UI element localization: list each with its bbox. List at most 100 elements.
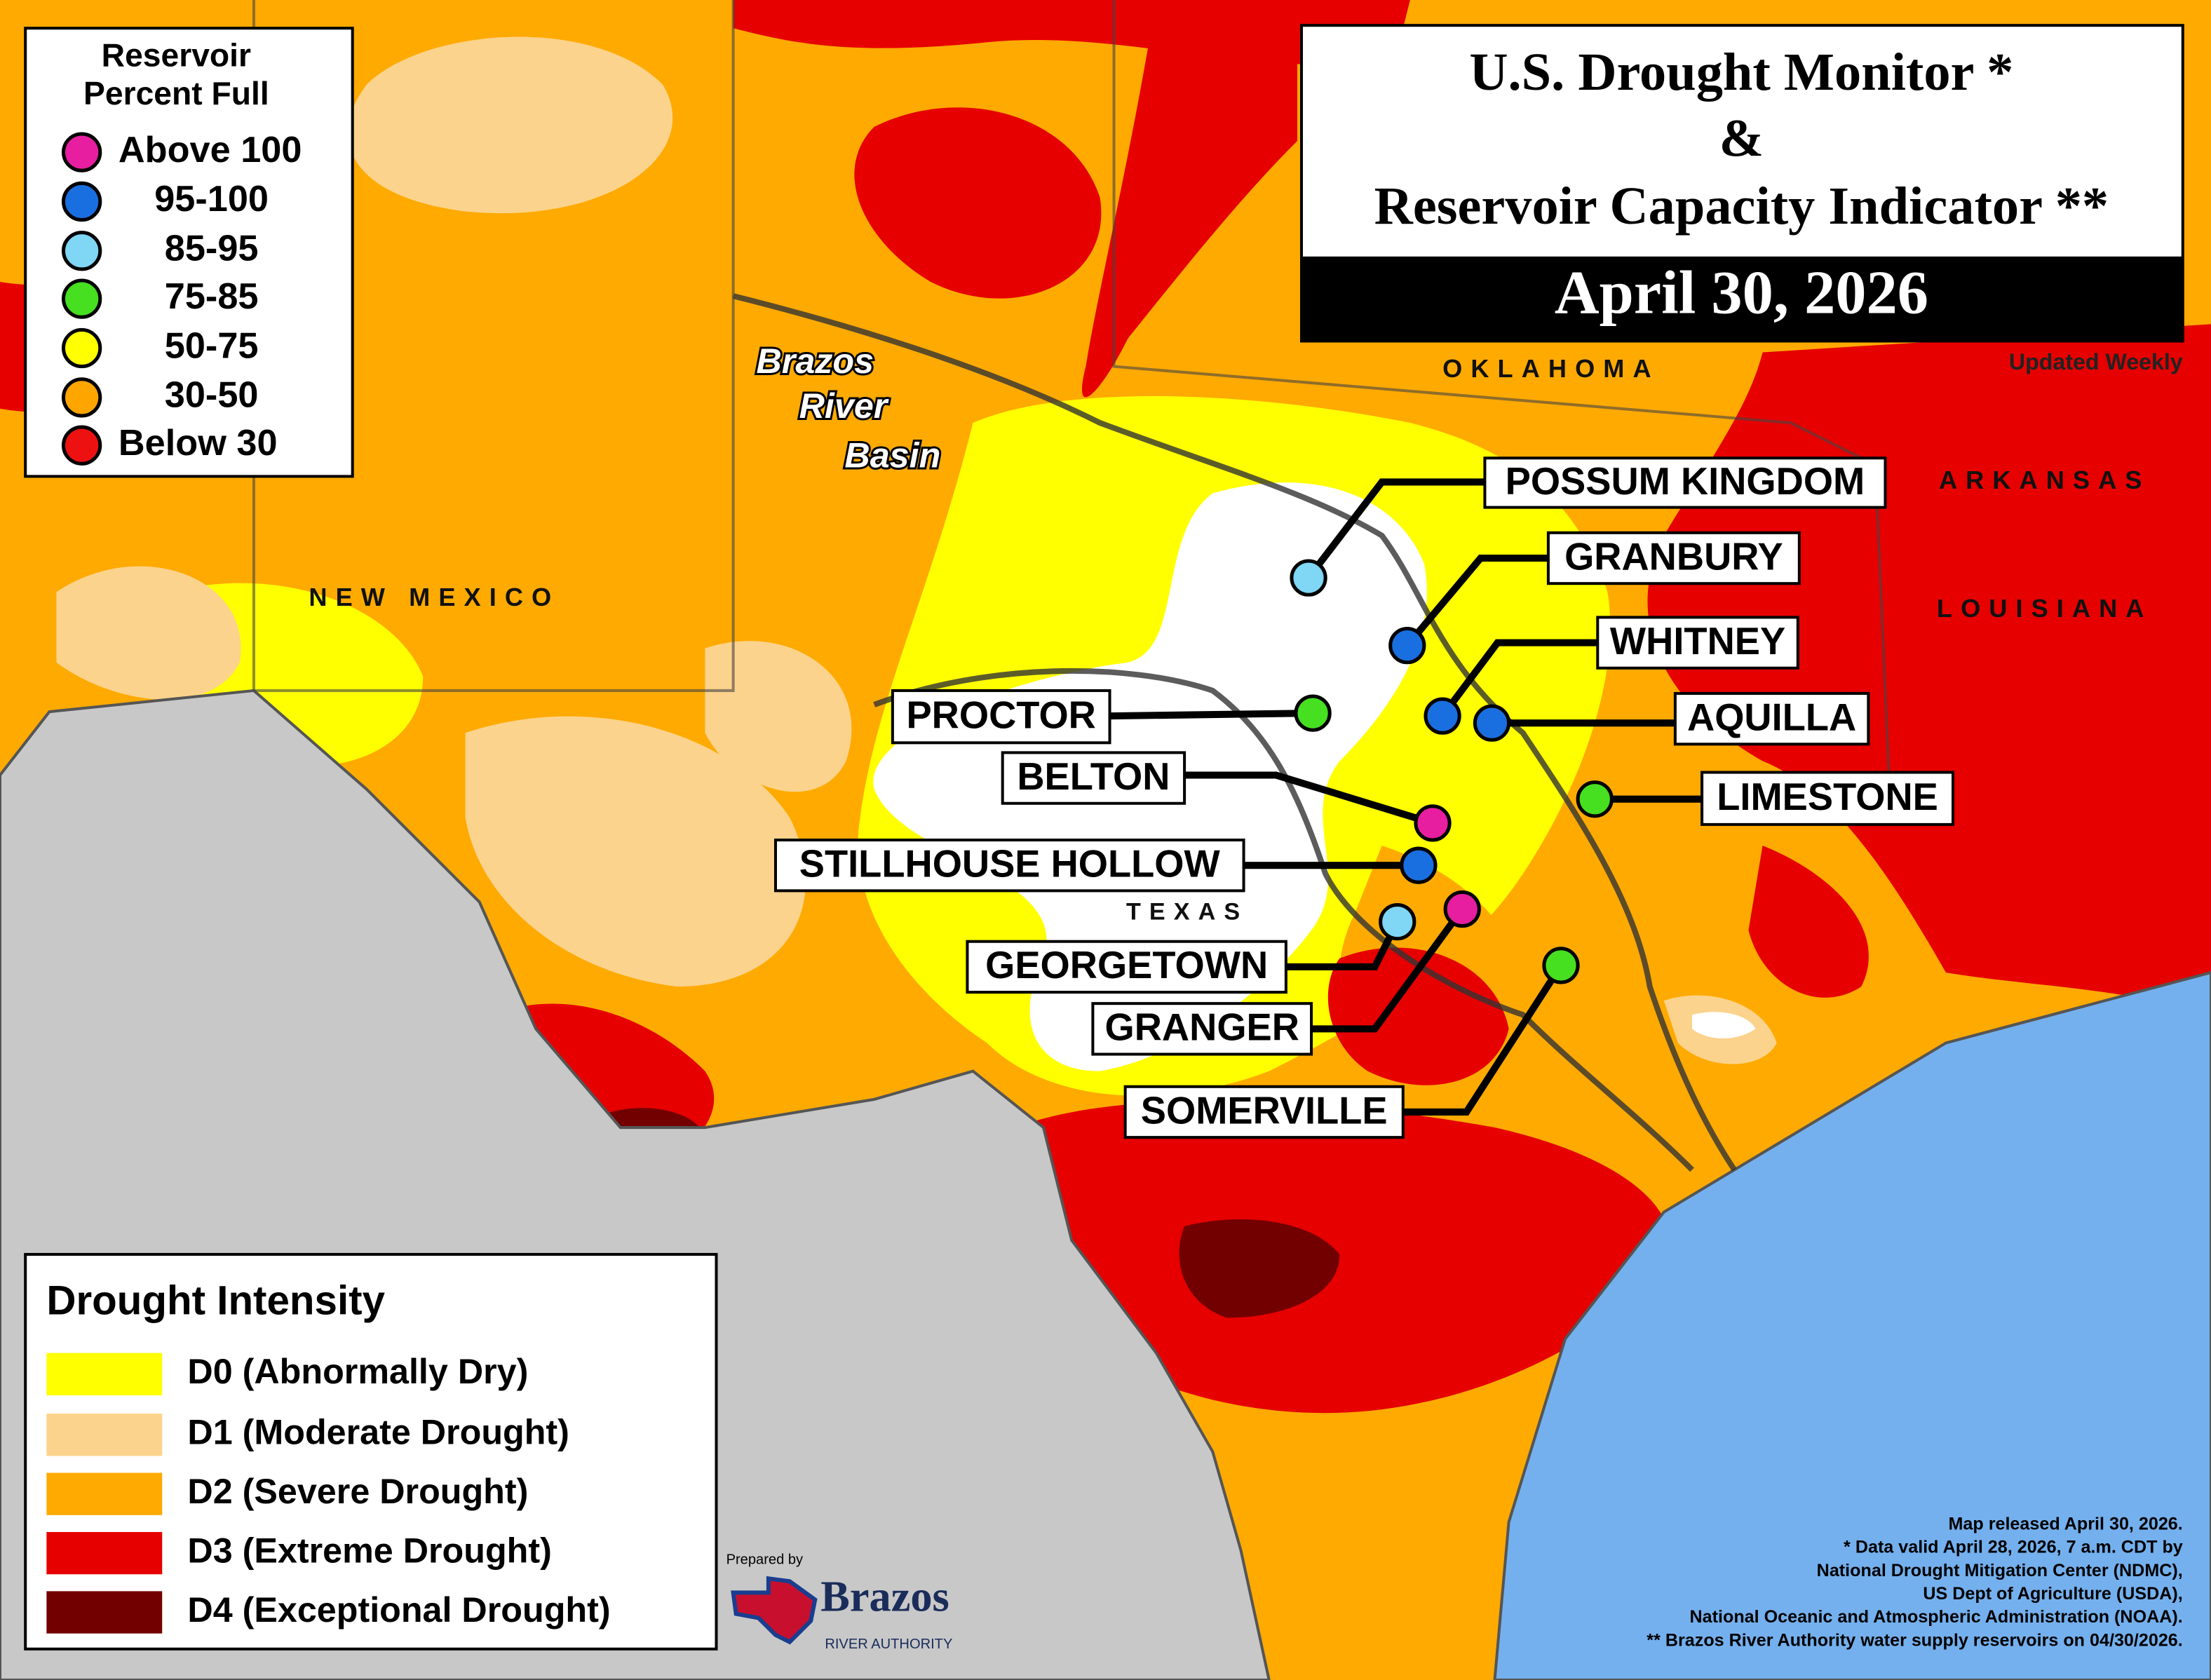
reservoir-dot (1400, 846, 1438, 884)
logo-name: Brazos (820, 1573, 949, 1621)
legend-swatch (61, 425, 102, 466)
reservoir-name: GRANBURY (1564, 535, 1783, 578)
reservoir-name: WHITNEY (1610, 620, 1785, 663)
label-box (1483, 456, 1887, 509)
reservoir-legend: Reservoir Percent Full Above 100 95-100 85… (24, 27, 354, 478)
legend-label: D4 (Exceptional Drought) (187, 1590, 610, 1630)
label-box (1700, 771, 1955, 826)
reservoir-dot (1576, 780, 1614, 818)
title: Reservoir Capacity Indicator ** (1374, 176, 2109, 236)
legend-swatch (61, 132, 102, 172)
place-label: NEW MEXICO (309, 583, 560, 611)
credit-line: * Data valid April 28, 2026, 7 a.m. CDT … (1844, 1538, 2183, 1557)
leader-line (1402, 963, 1564, 1116)
leader-line (1306, 478, 1485, 581)
reservoir-dot (1424, 697, 1461, 735)
reservoirs: POSSUM KINGDOM GRANBURY WHITNEY AQUILLA LIME… (773, 456, 1955, 1139)
basin-label: Brazos River Basin (754, 339, 942, 477)
label-box (1123, 1085, 1405, 1139)
legend-label: D1 (Moderate Drought) (187, 1413, 569, 1452)
reservoir-name: LIMESTONE (1717, 775, 1938, 818)
legend-label: D0 (Abnormally Dry) (187, 1352, 528, 1391)
reservoir-name: SOMERVILLE (1141, 1089, 1388, 1132)
place-label: TEXAS (1126, 899, 1248, 926)
legend-title: Percent Full (83, 75, 269, 111)
legend-swatch (61, 231, 102, 271)
label-box (1091, 1002, 1313, 1056)
credit-line: ** Brazos River Authority water supply r… (1647, 1630, 2182, 1650)
leader-line (1440, 639, 1598, 719)
credit-line: National Oceanic and Atmospheric Adminis… (1690, 1607, 2183, 1627)
legend-label: Below 30 (119, 423, 278, 463)
reservoir-dot (1473, 704, 1511, 742)
reservoir-name: AQUILLA (1687, 696, 1856, 738)
legend-swatch (46, 1531, 163, 1575)
label-box (1673, 691, 1870, 746)
title: U.S. Drought Monitor * (1469, 42, 2013, 102)
legend-label: 95-100 (154, 179, 269, 219)
reservoir-name: GRANGER (1105, 1006, 1299, 1049)
leader-line (1184, 771, 1434, 827)
legend-label: 50-75 (165, 325, 259, 366)
legend-swatch (46, 1591, 163, 1634)
reservoir-dot (1388, 626, 1426, 665)
legend-swatch (61, 327, 102, 369)
label-box (1596, 616, 1799, 670)
leader-line (1404, 554, 1548, 648)
prepared-by: Prepared by (726, 1552, 803, 1567)
credit-line: National Drought Mitigation Center (NDMC… (1817, 1561, 2183, 1580)
legend-label: D3 (Extreme Drought) (187, 1531, 551, 1570)
label-box (773, 838, 1245, 893)
legend-swatch (61, 377, 102, 418)
reservoir-dot (1294, 694, 1332, 732)
label-box (1546, 531, 1801, 585)
credit-line: Map released April 30, 2026. (1948, 1515, 2182, 1534)
label-box (1001, 751, 1186, 805)
reservoir-dot (1290, 559, 1327, 597)
legend-swatch (46, 1414, 163, 1456)
reservoir-name: BELTON (1017, 755, 1170, 798)
leader-line (1109, 710, 1313, 720)
legend-label: 75-85 (165, 276, 259, 317)
title-box: U.S. Drought Monitor * & Reservoir Capac… (1299, 24, 2184, 374)
basin-label: River (799, 386, 889, 426)
legend-items: D0 (Abnormally Dry) D1 (Moderate Drought)… (46, 1352, 611, 1634)
basin-label: Brazos (756, 341, 874, 381)
legend-swatch (61, 278, 102, 319)
place-label: LOUISIANA (1937, 594, 2153, 623)
legend-swatch (61, 181, 102, 222)
legend-swatch (46, 1472, 163, 1515)
legend-label: Above 100 (119, 130, 302, 170)
drought-legend: Drought Intensity D0 (Abnormally Dry) D1 … (24, 1252, 718, 1651)
legend-label: 85-95 (165, 229, 259, 269)
label-box (891, 689, 1111, 745)
reservoir-name: POSSUM KINGDOM (1506, 460, 1865, 503)
legend-label: D2 (Severe Drought) (187, 1472, 528, 1511)
logo: Prepared by Brazos RIVER AUTHORITY (726, 1552, 953, 1652)
legend-items: Above 100 95-100 85-95 75-85 50-75 30-50 Below… (61, 130, 302, 466)
reservoir-dot (1379, 902, 1416, 941)
reservoir-name: PROCTOR (906, 693, 1095, 736)
leader-line (1311, 907, 1466, 1033)
logo-sub: RIVER AUTHORITY (825, 1637, 952, 1652)
place-label: OKLAHOMA (1442, 354, 1660, 383)
place-label: ARKANSAS (1939, 466, 2151, 494)
date: April 30, 2026 (1555, 258, 1928, 327)
reservoir-name: GEORGETOWN (985, 944, 1268, 987)
reservoir-dot (1414, 804, 1452, 842)
credits: Map released April 30, 2026. * Data valid… (1647, 1515, 2182, 1651)
label-box (966, 940, 1287, 994)
legend-label: 30-50 (165, 375, 259, 416)
reservoir-dot (1542, 947, 1580, 984)
credit-line: US Dept of Agriculture (USDA), (1923, 1584, 2182, 1604)
reservoir-name: STILLHOUSE HOLLOW (799, 843, 1221, 886)
title: & (1719, 109, 1764, 168)
update-note: Updated Weekly (2009, 349, 2183, 374)
reservoir-dot (1443, 890, 1481, 928)
basin-label: Basin (844, 436, 940, 475)
legend-swatch (46, 1353, 163, 1395)
legend-title: Drought Intensity (46, 1278, 385, 1324)
place-labels: NEW MEXICO OKLAHOMA ARKANSAS LOUISIANA TEXAS (309, 354, 2153, 926)
